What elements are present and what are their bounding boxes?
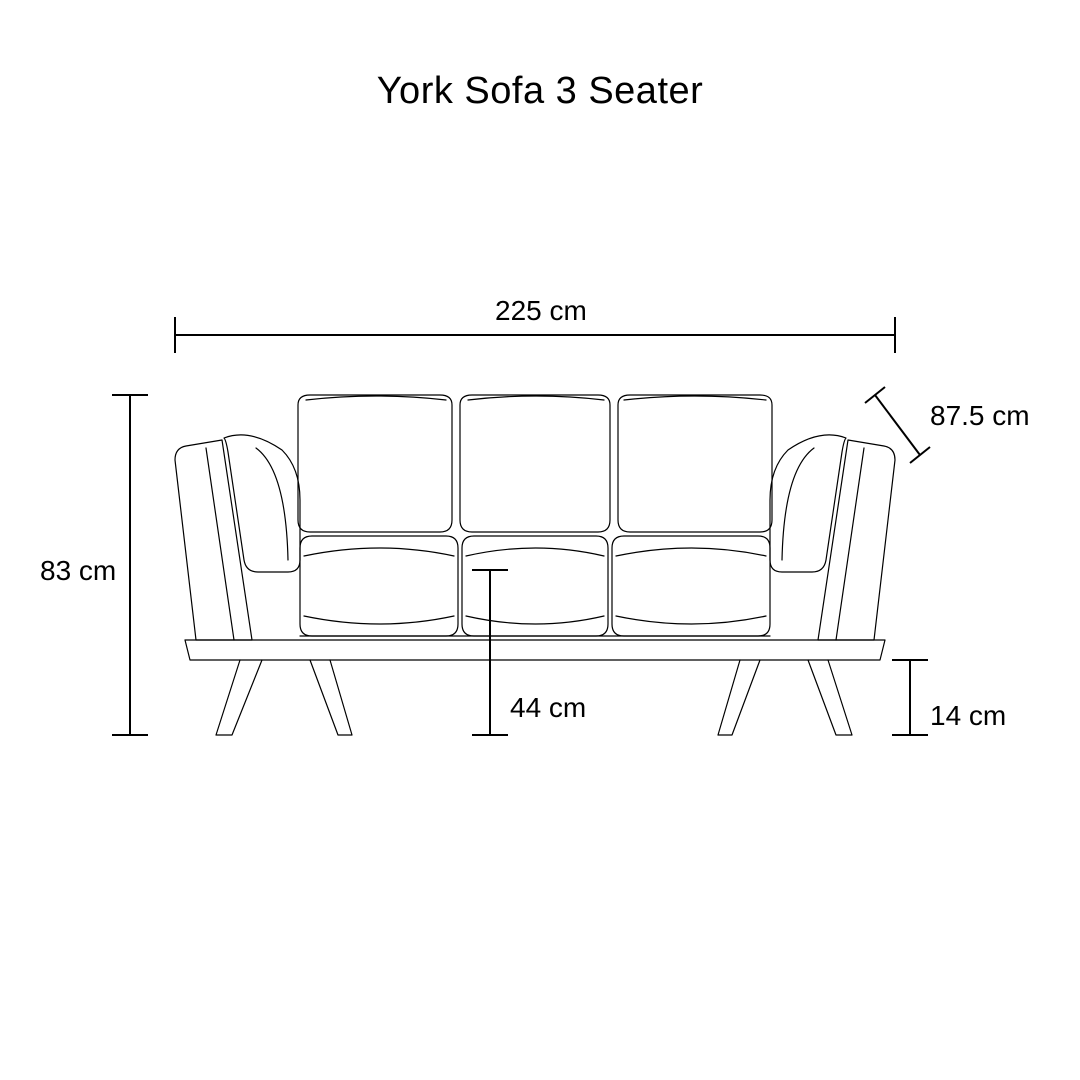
diagram-stage: York Sofa 3 Seater 225 cm 83 cm 87.5 cm … — [0, 0, 1080, 1080]
sofa-line-drawing — [0, 0, 1080, 1080]
